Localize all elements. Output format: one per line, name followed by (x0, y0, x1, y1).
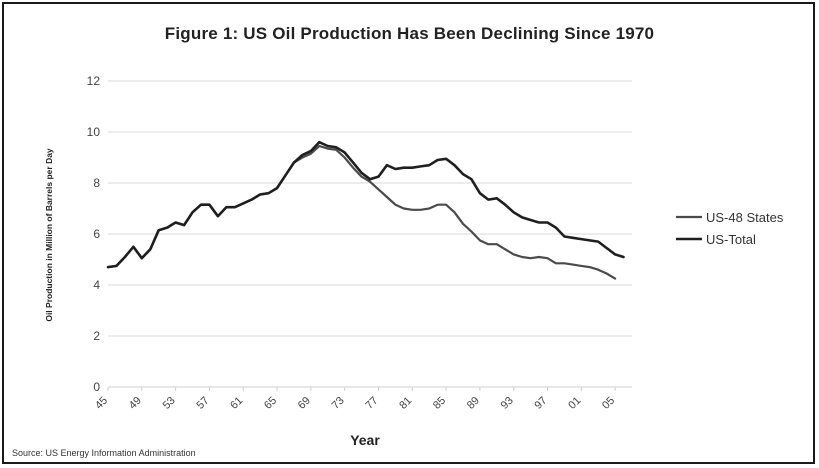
series-lines (106, 140, 625, 280)
x-tick-label: 89 (465, 395, 482, 412)
y-tick-label: 4 (93, 278, 100, 292)
y-tick-label: 12 (87, 74, 101, 88)
x-tick-label: 85 (431, 395, 448, 412)
x-tick-label: 77 (363, 395, 380, 412)
legend-label: US-48 States (706, 210, 784, 225)
x-tick-label: 45 (93, 395, 110, 412)
y-tick-labels: 0 2 4 6 8 10 12 (87, 74, 101, 394)
x-tick-label: 61 (228, 395, 245, 412)
x-tick-label: 73 (330, 395, 347, 412)
x-tick-label: 65 (262, 395, 279, 412)
series-line-us-total (106, 140, 625, 269)
x-tick-label: 97 (532, 395, 549, 412)
gridlines (108, 80, 632, 337)
series-line-us-48-states (106, 144, 617, 280)
y-axis-label: Oil Production in Million of Barrels per… (44, 148, 54, 322)
x-tick-label: 01 (566, 395, 583, 412)
y-tick-label: 10 (87, 125, 101, 139)
source-note: Source: US Energy Information Administra… (12, 448, 196, 458)
x-tick-label: 49 (127, 395, 144, 412)
y-tick-label: 2 (93, 329, 100, 343)
x-tick-label: 57 (194, 395, 211, 412)
x-tick-label: 69 (296, 395, 313, 412)
x-tick-label: 53 (161, 395, 178, 412)
y-tick-label: 0 (93, 380, 100, 394)
chart-title: Figure 1: US Oil Production Has Been Dec… (164, 24, 655, 43)
legend-label: US-Total (706, 232, 756, 247)
x-tick-labels: 45 49 53 57 61 65 69 73 77 81 85 89 93 97 01 05 (93, 387, 617, 412)
x-tick-label: 05 (600, 395, 617, 412)
legend: US-48 States US-Total (676, 210, 784, 247)
x-tick-label: 81 (397, 395, 414, 412)
x-tick-label: 93 (499, 395, 516, 412)
y-tick-label: 8 (93, 176, 100, 190)
y-tick-label: 6 (93, 227, 100, 241)
x-axis-label: Year (350, 432, 380, 448)
